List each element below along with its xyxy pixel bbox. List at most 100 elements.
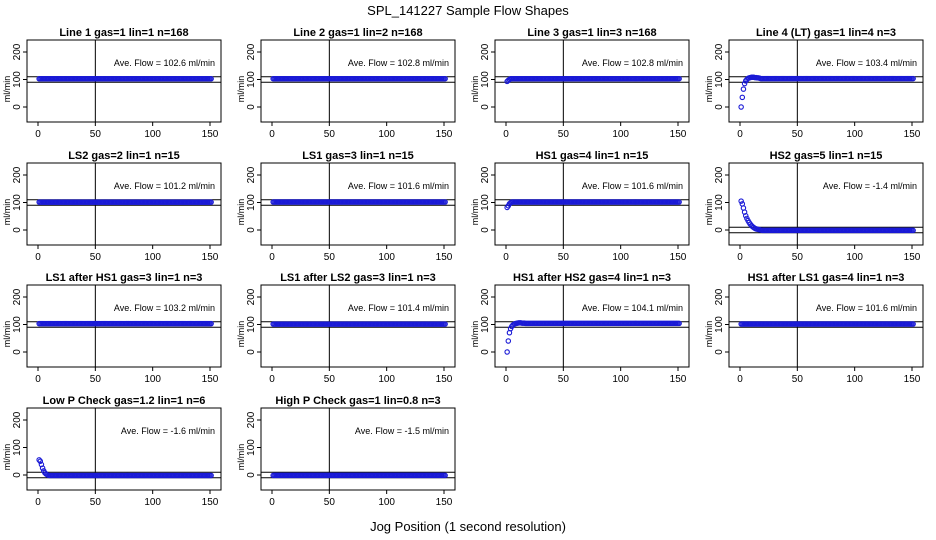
panel-13: Low P Check gas=1.2 lin=1 n=6ml/min01002…	[2, 395, 222, 508]
plot-frame	[26, 162, 222, 246]
y-tick-label: 100	[12, 439, 23, 456]
y-tick-label: 200	[12, 43, 23, 60]
data-point	[910, 321, 916, 327]
y-tick-label: 0	[12, 349, 23, 355]
x-tick-label: 100	[144, 374, 161, 385]
panel-title: LS2 gas=2 lin=1 n=15	[68, 150, 180, 162]
y-tick-label: 0	[480, 349, 491, 355]
x-tick-label: 150	[202, 252, 219, 263]
y-tick-label: 100	[480, 71, 491, 88]
plot-frame	[260, 162, 456, 246]
y-tick-label: 200	[246, 43, 257, 60]
y-axis-label: ml/min	[704, 199, 714, 226]
average-flow-annotation: Ave. Flow = 101.6 ml/min	[816, 303, 917, 313]
y-tick-label: 0	[714, 349, 725, 355]
x-tick-label: 0	[503, 374, 509, 385]
x-tick-label: 100	[612, 252, 629, 263]
x-tick-label: 50	[90, 497, 102, 508]
data-points	[738, 198, 916, 234]
y-tick-label: 100	[246, 71, 257, 88]
x-tick-label: 150	[904, 252, 921, 263]
y-tick-label: 100	[480, 316, 491, 333]
data-point	[442, 472, 448, 479]
x-tick-label: 100	[846, 129, 863, 140]
x-tick-label: 150	[904, 129, 921, 140]
x-tick-label: 50	[90, 252, 102, 263]
x-tick-label: 100	[144, 252, 161, 263]
data-point	[208, 472, 214, 479]
data-points	[270, 321, 448, 327]
y-axis-label: ml/min	[236, 199, 246, 226]
y-tick-label: 0	[714, 227, 725, 233]
y-tick-label: 0	[246, 227, 257, 233]
average-flow-annotation: Ave. Flow = -1.6 ml/min	[121, 426, 215, 436]
y-axis-label: ml/min	[2, 199, 12, 226]
panel-12: HS1 after LS1 gas=4 lin=1 n=3ml/min01002…	[704, 272, 924, 385]
data-points	[738, 74, 916, 110]
y-axis-label: ml/min	[704, 321, 714, 348]
panel-title: HS1 after HS2 gas=4 lin=1 n=3	[513, 272, 671, 284]
x-tick-label: 0	[35, 252, 41, 263]
x-tick-label: 50	[324, 497, 336, 508]
x-tick-label: 150	[670, 129, 687, 140]
data-point	[676, 199, 682, 205]
average-flow-annotation: Ave. Flow = -1.5 ml/min	[355, 426, 449, 436]
panel-title: Line 3 gas=1 lin=3 n=168	[527, 27, 656, 39]
average-flow-annotation: Ave. Flow = 101.6 ml/min	[582, 181, 683, 191]
x-tick-label: 100	[378, 374, 395, 385]
y-axis-label: ml/min	[470, 321, 480, 348]
x-tick-label: 150	[202, 129, 219, 140]
x-tick-label: 100	[846, 374, 863, 385]
x-tick-label: 100	[144, 129, 161, 140]
x-tick-label: 100	[378, 252, 395, 263]
plot-frame	[494, 284, 690, 368]
data-points	[270, 75, 448, 82]
y-axis-label: ml/min	[470, 199, 480, 226]
data-point	[37, 458, 44, 464]
x-tick-label: 0	[35, 497, 41, 508]
y-tick-label: 200	[714, 166, 725, 183]
y-tick-label: 100	[714, 316, 725, 333]
data-point	[676, 320, 682, 327]
x-tick-label: 0	[35, 374, 41, 385]
data-point	[442, 321, 448, 327]
panel-title: LS1 gas=3 lin=1 n=15	[302, 150, 414, 162]
data-points	[270, 472, 448, 479]
x-tick-label: 0	[737, 374, 743, 385]
data-point	[740, 86, 747, 92]
data-point	[741, 80, 748, 87]
data-point	[738, 198, 744, 204]
y-tick-label: 100	[246, 439, 257, 456]
panel-title: HS1 after LS1 gas=4 lin=1 n=3	[748, 272, 905, 284]
x-tick-label: 150	[904, 374, 921, 385]
x-tick-label: 50	[324, 129, 336, 140]
average-flow-annotation: Ave. Flow = 102.8 ml/min	[348, 58, 449, 68]
y-axis-label: ml/min	[2, 321, 12, 348]
y-tick-label: 200	[480, 166, 491, 183]
y-tick-label: 0	[12, 472, 23, 478]
y-tick-label: 0	[714, 104, 725, 110]
plot-frame	[728, 284, 924, 368]
plot-frame	[728, 39, 924, 123]
data-points	[504, 199, 682, 211]
plot-frame	[260, 284, 456, 368]
y-tick-label: 200	[714, 288, 725, 305]
average-flow-annotation: Ave. Flow = 101.6 ml/min	[348, 181, 449, 191]
x-tick-label: 150	[436, 252, 453, 263]
data-point	[742, 212, 749, 219]
data-points	[36, 76, 214, 82]
y-tick-label: 100	[246, 194, 257, 211]
y-tick-label: 100	[12, 194, 23, 211]
x-tick-label: 50	[90, 374, 102, 385]
x-tick-label: 50	[324, 374, 336, 385]
plot-frame	[26, 284, 222, 368]
x-tick-label: 50	[792, 252, 804, 263]
x-tick-label: 0	[269, 497, 275, 508]
x-tick-label: 0	[269, 374, 275, 385]
panel-10: LS1 after LS2 gas=3 lin=1 n=3ml/min01002…	[236, 272, 456, 385]
